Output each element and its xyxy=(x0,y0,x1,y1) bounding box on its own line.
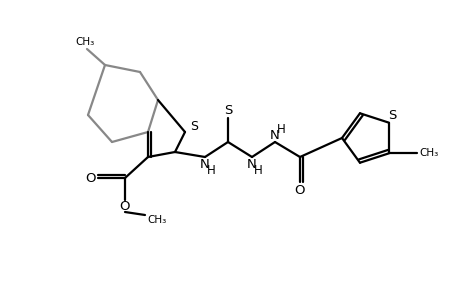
Text: S: S xyxy=(190,119,197,133)
Text: H: H xyxy=(276,122,285,136)
Text: N: N xyxy=(200,158,209,170)
Text: O: O xyxy=(294,184,305,196)
Text: CH₃: CH₃ xyxy=(147,215,166,225)
Text: O: O xyxy=(119,200,130,214)
Text: S: S xyxy=(224,103,232,116)
Text: CH₃: CH₃ xyxy=(418,148,437,158)
Text: H: H xyxy=(206,164,215,176)
Text: N: N xyxy=(269,128,279,142)
Text: N: N xyxy=(246,158,256,170)
Text: H: H xyxy=(253,164,262,176)
Text: S: S xyxy=(387,109,395,122)
Text: O: O xyxy=(85,172,96,184)
Text: CH₃: CH₃ xyxy=(75,37,95,47)
